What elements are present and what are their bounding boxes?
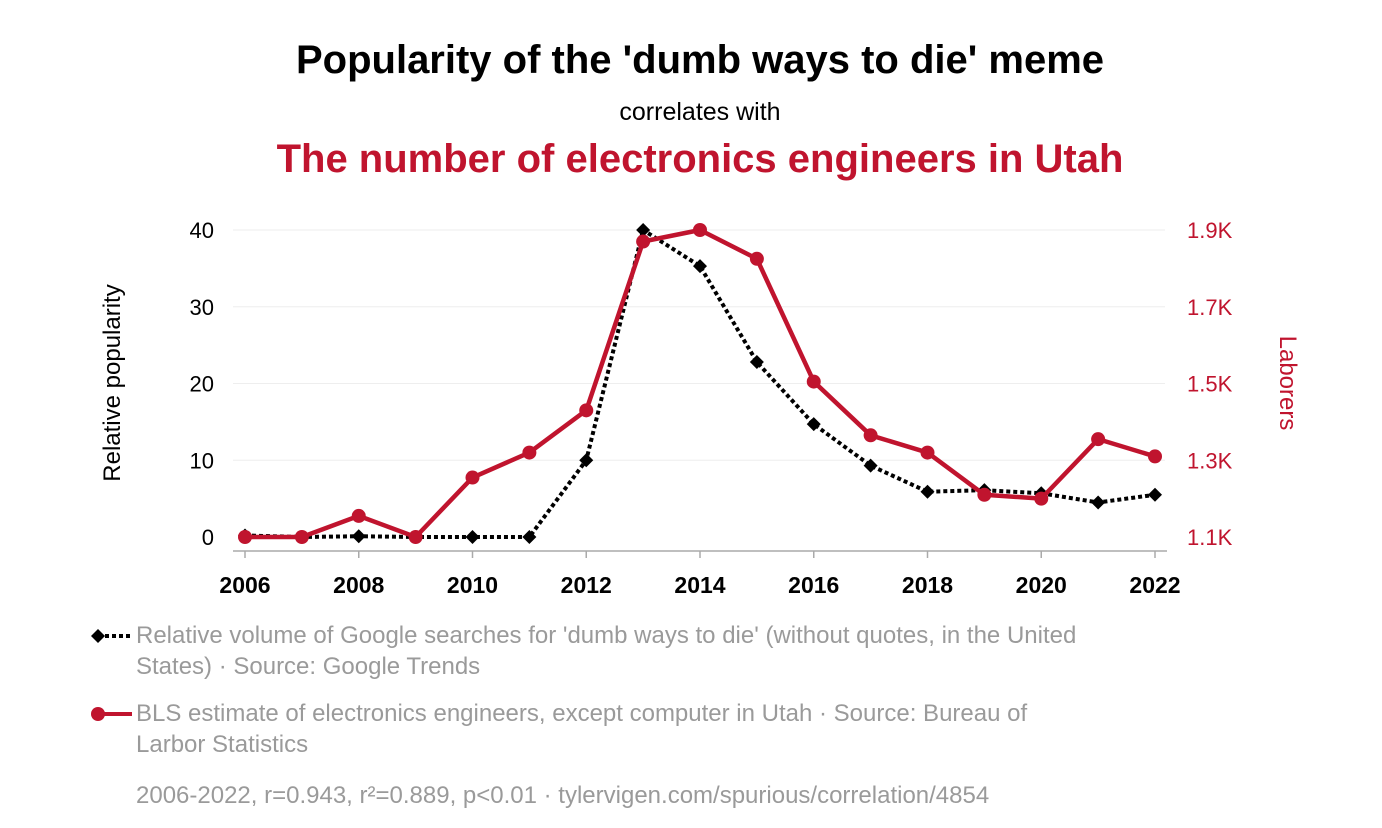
x-tick-label: 2022	[1129, 572, 1180, 598]
data-point-circle	[1148, 449, 1162, 464]
y-right-tick-label: 1.3K	[1187, 448, 1233, 473]
axes: 0 10 20 30 40 1.1K 1.3K 1.5K 1.7K 1.9K 2006 2008 201…	[99, 218, 1301, 598]
y-right-tick-label: 1.7K	[1187, 295, 1233, 320]
series-layer	[238, 223, 1162, 544]
data-point-circle	[920, 445, 935, 460]
y-right-tick-label: 1.9K	[1187, 218, 1233, 243]
data-point-diamond	[522, 530, 537, 544]
legend-swatch-solid-circle	[91, 707, 132, 721]
data-point-circle	[465, 470, 480, 485]
data-point-circle	[408, 530, 423, 544]
data-point-circle	[294, 530, 309, 544]
legend-item-engineers: BLS estimate of electronics engineers, e…	[88, 698, 1088, 760]
x-tick-label: 2012	[561, 572, 612, 598]
series-engineers	[238, 223, 1162, 544]
y-right-tick-label: 1.5K	[1187, 372, 1233, 397]
y-left-axis-title: Relative popularity	[99, 284, 126, 481]
y-right-tick-label: 1.1K	[1187, 525, 1233, 550]
x-tick-label: 2006	[219, 572, 270, 598]
data-point-circle	[238, 530, 252, 544]
y-left-tick-label: 10	[190, 448, 214, 473]
data-point-diamond	[1148, 487, 1162, 502]
data-point-diamond	[863, 458, 878, 473]
data-point-diamond	[579, 453, 594, 468]
data-point-diamond	[806, 417, 821, 432]
y-right-axis-title: Laborers	[1274, 336, 1301, 431]
legend-item-searches: Relative volume of Google searches for '…	[88, 620, 1088, 682]
data-point-diamond	[693, 259, 707, 274]
data-point-diamond	[749, 355, 764, 370]
data-point-diamond	[1091, 495, 1106, 510]
x-tick-label: 2016	[788, 572, 839, 598]
legend-swatch-dotted-diamond	[91, 629, 132, 643]
data-point-circle	[977, 487, 992, 502]
data-point-circle	[522, 445, 537, 460]
x-tick-label: 2018	[902, 572, 953, 598]
chart-canvas: 0 10 20 30 40 1.1K 1.3K 1.5K 1.7K 1.9K 2006 2008 201…	[99, 218, 1301, 598]
data-point-circle	[806, 374, 821, 389]
x-tick-label: 2010	[447, 572, 498, 598]
data-point-diamond	[465, 530, 480, 544]
data-point-circle	[636, 234, 651, 249]
data-point-circle	[351, 508, 366, 523]
y-left-tick-label: 0	[202, 525, 214, 550]
data-point-circle	[863, 428, 878, 443]
footer-stats: 2006-2022, r=0.943, r²=0.889, p<0.01 · t…	[136, 782, 990, 809]
chart-title-second-series: The number of electronics engineers in U…	[276, 137, 1124, 181]
data-point-circle	[749, 251, 764, 266]
data-point-circle	[1091, 432, 1106, 447]
data-point-diamond	[636, 223, 651, 237]
x-tick-label: 2014	[674, 572, 725, 598]
y-left-tick-label: 30	[190, 295, 214, 320]
data-point-diamond	[920, 484, 935, 499]
x-tick-label: 2008	[333, 572, 384, 598]
chart-subtitle: correlates with	[619, 98, 781, 126]
y-left-tick-label: 20	[190, 372, 214, 397]
y-left-tick-label: 40	[190, 218, 214, 243]
legend: Relative volume of Google searches for '…	[88, 620, 1088, 760]
x-tick-label: 2020	[1016, 572, 1067, 598]
data-point-circle	[1034, 491, 1049, 506]
data-point-circle	[693, 223, 707, 237]
chart-title: Popularity of the 'dumb ways to die' mem…	[295, 38, 1105, 82]
legend-label-searches: Relative volume of Google searches for '…	[136, 622, 1077, 680]
legend-label-engineers: BLS estimate of electronics engineers, e…	[136, 700, 1028, 758]
data-point-circle	[579, 403, 594, 418]
data-point-diamond	[351, 529, 366, 544]
